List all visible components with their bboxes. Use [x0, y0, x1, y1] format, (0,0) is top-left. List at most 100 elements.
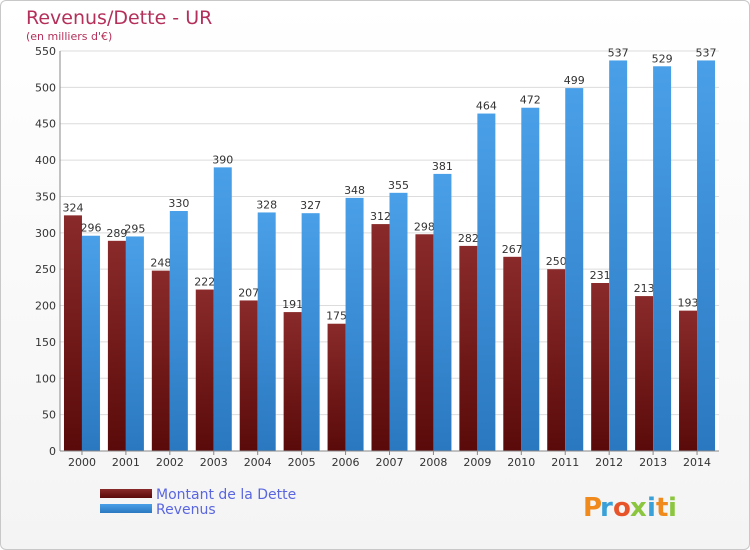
legend-swatch-revenus	[100, 504, 152, 513]
data-label-revenus: 355	[388, 179, 409, 192]
bar-revenus	[477, 113, 496, 451]
x-tick-label: 2009	[463, 456, 491, 469]
chart-subtitle: (en milliers d'€)	[26, 30, 112, 43]
x-tick-label: 2010	[507, 456, 535, 469]
x-tick-label: 2006	[332, 456, 360, 469]
bar-dette	[239, 300, 258, 451]
data-label-dette: 193	[678, 297, 699, 310]
x-tick-label: 2012	[595, 456, 623, 469]
data-label-dette: 250	[546, 255, 567, 268]
data-label-revenus: 328	[256, 198, 277, 211]
y-tick-label: 150	[35, 336, 56, 349]
x-tick-label: 2008	[419, 456, 447, 469]
bar-dette	[283, 312, 302, 451]
data-label-revenus: 381	[432, 160, 453, 173]
data-label-revenus: 327	[300, 199, 321, 212]
y-tick-label: 50	[42, 409, 56, 422]
data-label-revenus: 296	[80, 222, 101, 235]
bar-revenus	[169, 211, 188, 451]
bar-revenus	[697, 60, 716, 452]
bar-dette	[503, 256, 522, 451]
data-label-dette: 248	[150, 257, 171, 270]
y-tick-label: 0	[49, 445, 56, 458]
legend-label-debt: Montant de la Dette	[156, 487, 296, 503]
svg-text:P: P	[583, 493, 602, 523]
bar-dette	[151, 270, 170, 451]
bar-dette	[459, 245, 478, 451]
data-label-dette: 267	[502, 243, 523, 256]
data-label-revenus: 537	[608, 46, 629, 59]
y-tick-label: 250	[35, 263, 56, 276]
data-label-revenus: 537	[696, 46, 717, 59]
bar-dette	[195, 289, 214, 451]
bar-dette	[371, 224, 390, 451]
data-label-revenus: 295	[124, 222, 145, 235]
bar-revenus	[609, 60, 628, 452]
x-tick-label: 2004	[244, 456, 272, 469]
bar-revenus	[565, 88, 584, 451]
y-tick-label: 550	[35, 45, 56, 58]
data-label-dette: 282	[458, 232, 479, 245]
bar-revenus	[521, 107, 540, 452]
data-label-revenus: 499	[564, 74, 585, 87]
data-label-dette: 213	[634, 282, 655, 295]
x-tick-label: 2001	[112, 456, 140, 469]
bar-dette	[107, 240, 126, 451]
svg-text:t: t	[656, 493, 668, 523]
bar-revenus	[389, 192, 408, 451]
data-label-dette: 222	[194, 276, 215, 289]
legend: Montant de la Dette Revenus	[100, 487, 296, 518]
data-label-dette: 175	[326, 310, 347, 323]
data-label-dette: 231	[590, 269, 611, 282]
x-tick-label: 2011	[551, 456, 579, 469]
x-tick-label: 2000	[68, 456, 96, 469]
data-label-revenus: 390	[212, 153, 233, 166]
data-label-dette: 207	[238, 286, 259, 299]
data-label-revenus: 472	[520, 94, 541, 107]
svg-text:x: x	[630, 493, 647, 523]
bar-dette	[327, 323, 346, 451]
legend-label-revenus: Revenus	[156, 502, 216, 518]
x-tick-label: 2005	[288, 456, 316, 469]
y-tick-label: 450	[35, 118, 56, 131]
data-label-revenus: 348	[344, 184, 365, 197]
bar-revenus	[301, 213, 320, 451]
x-tick-label: 2002	[156, 456, 184, 469]
x-tick-label: 2007	[376, 456, 404, 469]
legend-swatch-debt	[100, 489, 152, 498]
x-tick-label: 2014	[683, 456, 711, 469]
chart-title: Revenus/Dette - UR	[26, 7, 212, 29]
data-label-revenus: 529	[652, 52, 673, 65]
bar-dette	[63, 215, 82, 451]
data-label-dette: 324	[62, 201, 83, 214]
data-label-dette: 289	[106, 227, 127, 240]
bar-dette	[591, 283, 610, 451]
svg-text:r: r	[600, 493, 613, 523]
data-label-dette: 191	[282, 298, 303, 311]
y-tick-label: 400	[35, 154, 56, 167]
bar-revenus	[257, 212, 276, 451]
proxiti-logo: P r o x i t i	[583, 493, 677, 523]
bar-revenus	[345, 197, 364, 451]
bar-revenus	[81, 235, 100, 451]
svg-text:i: i	[647, 493, 656, 523]
data-label-revenus: 464	[476, 100, 497, 113]
data-label-dette: 312	[370, 210, 391, 223]
x-tick-label: 2003	[200, 456, 228, 469]
y-tick-label: 500	[35, 81, 56, 94]
y-tick-label: 100	[35, 372, 56, 385]
y-tick-label: 200	[35, 300, 56, 313]
svg-text:o: o	[613, 493, 631, 523]
bar-revenus	[125, 236, 144, 451]
data-label-dette: 298	[414, 220, 435, 233]
bar-dette	[679, 310, 698, 451]
bar-dette	[635, 296, 654, 451]
y-tick-label: 300	[35, 227, 56, 240]
x-tick-label: 2013	[639, 456, 667, 469]
bar-revenus	[653, 66, 672, 451]
y-tick-label: 350	[35, 190, 56, 203]
bar-dette	[547, 269, 566, 451]
bar-revenus	[213, 167, 232, 451]
